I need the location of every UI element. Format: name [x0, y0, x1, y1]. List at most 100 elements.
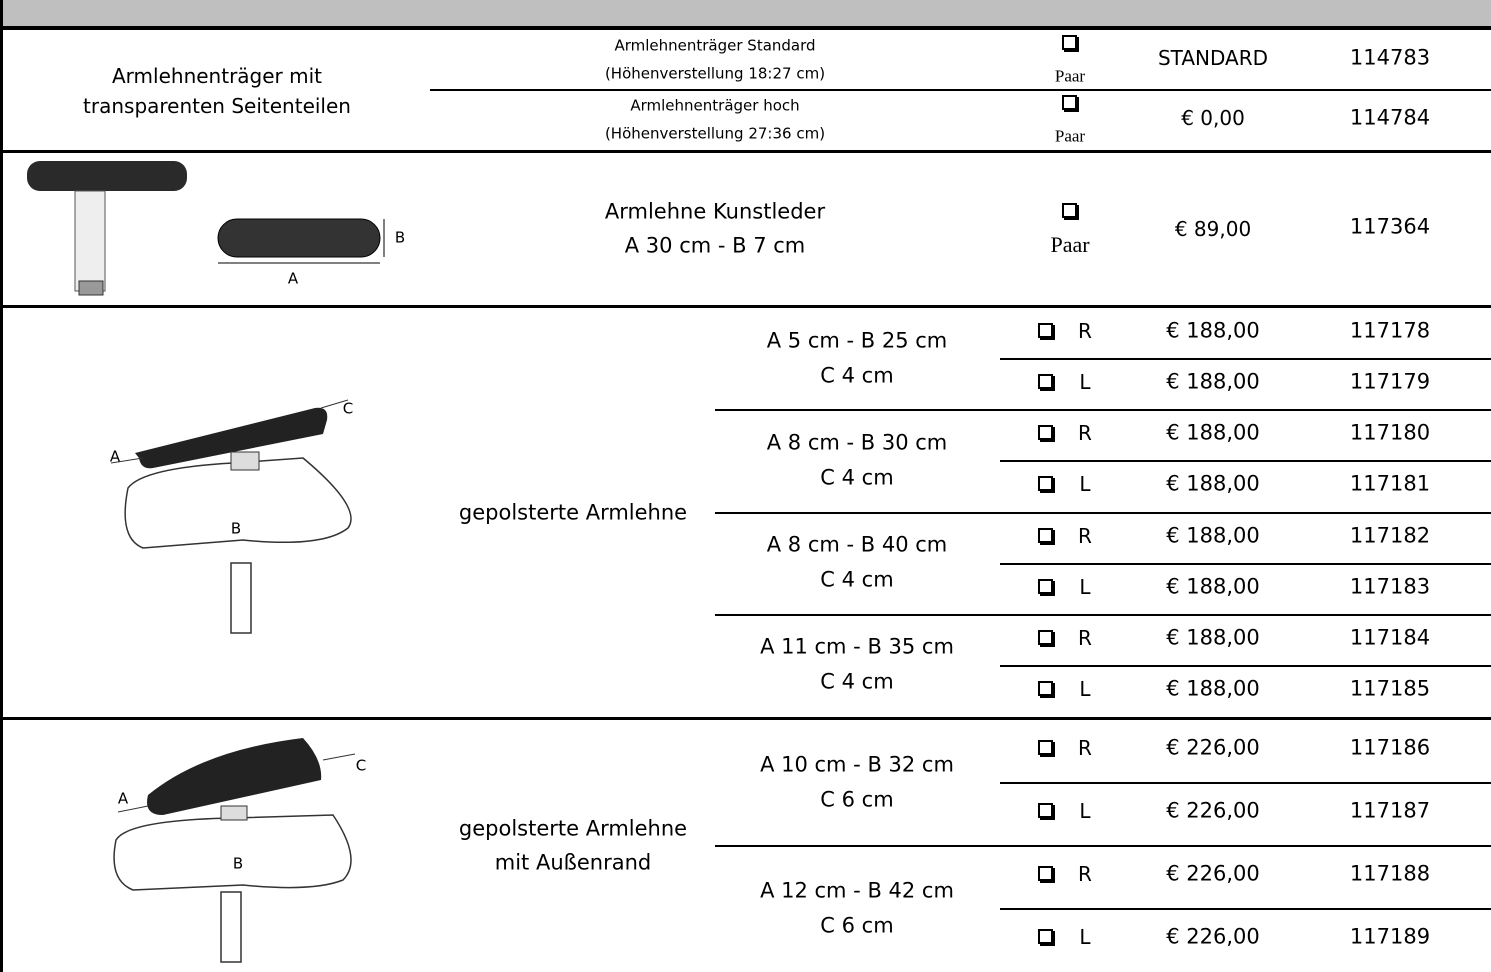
description: Armlehnenträger Standard	[614, 36, 816, 55]
rule	[715, 409, 1491, 412]
size: A 10 cm - B 32 cm	[760, 752, 954, 777]
size: C 4 cm	[820, 567, 894, 592]
price: € 188,00	[1166, 523, 1260, 547]
rule	[1000, 908, 1491, 910]
section-label: mit Außenrand	[494, 850, 652, 875]
rule	[0, 26, 1491, 30]
figure-label: C	[343, 400, 353, 418]
description: A 30 cm - B 7 cm	[624, 233, 806, 258]
checkbox	[1038, 323, 1053, 338]
figure: A B C	[110, 400, 353, 634]
article-number: 117186	[1349, 735, 1431, 760]
rule	[715, 511, 1491, 514]
article-number: 114783	[1349, 45, 1431, 70]
article-number: 117180	[1349, 420, 1431, 445]
rule	[0, 150, 1491, 153]
checkbox	[1038, 740, 1053, 756]
article-number: 117187	[1349, 798, 1431, 823]
checkbox	[1038, 425, 1053, 441]
article-number: 117178	[1349, 318, 1431, 343]
description: (Höhenverstellung 27:36 cm)	[604, 124, 826, 143]
figure-label: B	[233, 855, 243, 873]
side: R	[1078, 625, 1092, 650]
checkbox	[1038, 578, 1053, 594]
size: A 8 cm - B 40 cm	[766, 532, 948, 557]
rule	[1000, 460, 1491, 463]
rule	[715, 613, 1491, 616]
price: € 188,00	[1166, 471, 1260, 496]
checkbox	[1038, 866, 1053, 882]
figure-label: A	[110, 448, 121, 466]
article-number: 117185	[1349, 676, 1431, 701]
unit: Paar	[1050, 232, 1090, 257]
price: € 188,00	[1166, 676, 1260, 701]
side: L	[1079, 472, 1091, 497]
unit: Paar	[1054, 126, 1086, 146]
rule	[715, 845, 1491, 847]
side: R	[1078, 736, 1092, 761]
checkbox	[1038, 929, 1053, 945]
figure-label: A	[288, 270, 299, 288]
size: A 12 cm - B 42 cm	[760, 878, 954, 903]
article-number: 117183	[1349, 574, 1431, 599]
article-number: 117184	[1349, 625, 1431, 650]
side: R	[1078, 862, 1092, 887]
price: € 188,00	[1166, 369, 1260, 394]
price: € 226,00	[1166, 861, 1260, 886]
checkbox	[1062, 95, 1077, 110]
size: C 4 cm	[820, 669, 894, 694]
section-label: Armlehnenträger mit	[111, 64, 323, 88]
size: C 4 cm	[820, 363, 894, 388]
rule	[1000, 782, 1491, 784]
figure-label: B	[395, 229, 405, 247]
figure-label: C	[356, 757, 366, 775]
size: A 11 cm - B 35 cm	[760, 634, 954, 659]
price: € 188,00	[1166, 420, 1260, 445]
side: L	[1079, 574, 1091, 599]
side: R	[1078, 523, 1092, 548]
price: STANDARD	[1157, 46, 1269, 70]
checkbox	[1038, 476, 1053, 492]
checkbox	[1038, 629, 1053, 645]
checkbox	[1062, 35, 1077, 50]
side: L	[1079, 925, 1091, 950]
left-border	[0, 0, 3, 972]
article-number: 117181	[1349, 471, 1431, 496]
figure: A B C	[113, 738, 366, 963]
article-number: 117189	[1349, 924, 1431, 949]
unit: Paar	[1054, 66, 1086, 86]
section-label: gepolsterte Armlehne	[458, 816, 688, 841]
description: (Höhenverstellung 18:27 cm)	[604, 64, 826, 83]
side: L	[1079, 370, 1091, 395]
description: Armlehne Kunstleder	[604, 199, 826, 224]
side: L	[1079, 676, 1091, 701]
price: € 188,00	[1166, 574, 1260, 599]
figure-label: A	[118, 790, 129, 808]
side: L	[1079, 799, 1091, 824]
size: C 6 cm	[820, 913, 894, 938]
rule	[1000, 562, 1491, 565]
rule	[1000, 358, 1491, 361]
description: Armlehnenträger hoch	[630, 96, 800, 115]
figure: A B	[27, 161, 405, 296]
figure-label: B	[231, 520, 241, 538]
price: € 89,00	[1174, 217, 1252, 241]
checkbox	[1062, 203, 1077, 218]
article-number: 117364	[1349, 214, 1431, 239]
price: € 226,00	[1166, 735, 1260, 760]
article-number: 117188	[1349, 861, 1431, 886]
price: € 188,00	[1166, 625, 1260, 650]
side: R	[1078, 319, 1092, 343]
size: A 5 cm - B 25 cm	[766, 328, 948, 353]
header-bar	[0, 0, 1491, 26]
section-label: gepolsterte Armlehne	[458, 500, 688, 524]
price: € 226,00	[1166, 798, 1260, 823]
article-number: 114784	[1349, 105, 1431, 130]
checkbox	[1038, 374, 1053, 390]
checkbox	[1038, 803, 1053, 819]
rule	[0, 305, 1491, 308]
article-number: 117179	[1349, 369, 1431, 394]
checkbox	[1038, 680, 1053, 696]
size: C 4 cm	[820, 465, 894, 490]
